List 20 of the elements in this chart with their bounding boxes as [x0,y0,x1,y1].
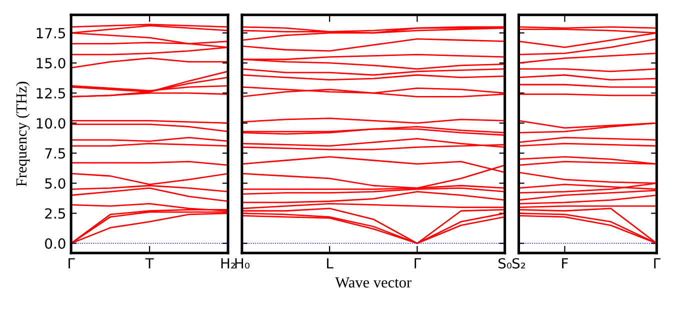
y-tick-label: 7.5 [45,148,66,159]
y-tick-label: 2.5 [45,208,66,219]
x-tick-label: H₀ [235,258,250,269]
x-tick-label: T [145,258,154,268]
x-tick-label: Γ [654,258,660,268]
y-tick-label: 17.5 [36,28,66,38]
y-tick-label: 0.0 [45,238,66,249]
y-tick-label: 5.0 [45,178,66,189]
x-tick-label: H₂ [221,258,236,268]
x-tick-label: Γ [68,258,75,268]
y-tick-label: 12.5 [36,88,66,99]
y-axis-title: Frequency (THz) [16,82,30,186]
y-tick-label: 10.0 [36,118,66,129]
x-axis-title: Wave vector [335,277,412,288]
x-tick-label: S₀ [498,258,512,269]
x-tick-label: S₂ [512,258,526,269]
x-tick-label: F [562,258,568,268]
x-tick-label: L [327,258,334,268]
x-tick-label: Γ [414,258,421,268]
y-tick-label: 15.0 [36,58,66,68]
